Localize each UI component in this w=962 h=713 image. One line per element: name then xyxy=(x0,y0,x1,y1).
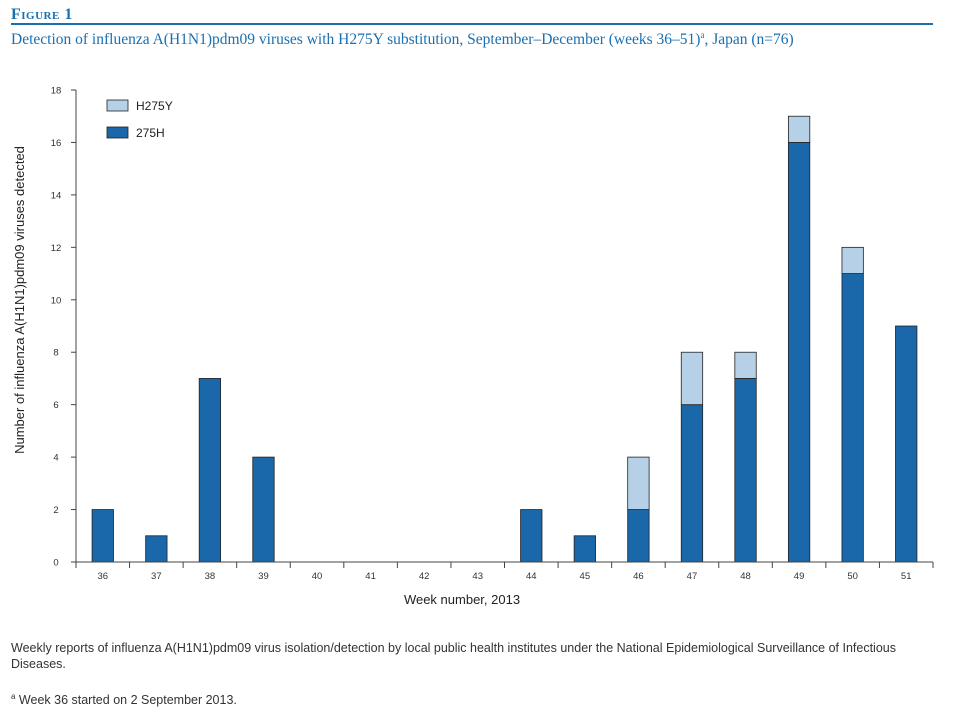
legend-label-h275y: H275Y xyxy=(136,99,173,113)
y-axis-label: Number of influenza A(H1N1)pdm09 viruses… xyxy=(12,146,27,454)
legend-swatch-275h xyxy=(106,126,129,139)
x-tick-label: 36 xyxy=(97,571,108,582)
y-tick-label: 8 xyxy=(53,348,58,359)
footnote-text: Week 36 started on 2 September 2013. xyxy=(15,693,237,708)
figure-title-footnote-mark: a xyxy=(700,30,705,40)
bar-275h-week-46 xyxy=(627,509,650,563)
legend-group: H275Y 275H xyxy=(106,99,173,140)
legend-swatch-h275y xyxy=(106,99,129,112)
y-tick-label: 4 xyxy=(53,453,58,464)
bar-275h-week-39 xyxy=(252,456,275,563)
y-tick-label: 6 xyxy=(53,400,58,411)
x-tick-label: 41 xyxy=(365,571,376,582)
chart-note: Weekly reports of influenza A(H1N1)pdm09… xyxy=(11,641,896,672)
bar-h275y-week-48 xyxy=(734,351,757,379)
x-tick-label: 40 xyxy=(312,571,323,582)
x-tick-label: 42 xyxy=(419,571,430,582)
bar-275h-week-51 xyxy=(895,325,918,563)
bar-h275y-week-49 xyxy=(787,115,811,143)
bar-275h-week-37 xyxy=(145,535,168,563)
x-axis-label: Week number, 2013 xyxy=(404,592,520,607)
x-tick-label: 37 xyxy=(151,571,162,582)
y-tick-label: 2 xyxy=(53,505,58,516)
x-tick-label: 44 xyxy=(526,571,537,582)
bar-275h-week-36 xyxy=(91,509,114,563)
x-tick-label: 39 xyxy=(258,571,269,582)
y-tick-label: 14 xyxy=(51,190,62,201)
bar-275h-week-45 xyxy=(573,535,596,563)
y-tick-label: 12 xyxy=(51,243,62,254)
x-tick-label: 46 xyxy=(633,571,644,582)
x-tick-label: 47 xyxy=(687,571,698,582)
footnote: a Week 36 started on 2 September 2013. xyxy=(11,692,237,707)
header-rule xyxy=(11,23,933,25)
x-tick-label: 43 xyxy=(472,571,483,582)
x-tick-label: 38 xyxy=(205,571,216,582)
x-tick-label: 51 xyxy=(901,571,912,582)
x-tick-label: 49 xyxy=(794,571,805,582)
y-tick-label: 18 xyxy=(51,86,62,97)
bar-275h-week-38 xyxy=(198,378,222,563)
bar-275h-week-48 xyxy=(734,378,757,563)
figure-title: Detection of influenza A(H1N1)pdm09 viru… xyxy=(11,30,794,49)
legend-label-275h: 275H xyxy=(136,126,165,140)
footnote-mark: a xyxy=(11,692,16,701)
bar-275h-week-50 xyxy=(841,273,864,563)
x-tick-label: 45 xyxy=(580,571,591,582)
bar-h275y-week-47 xyxy=(680,351,704,406)
y-tick-label: 16 xyxy=(51,138,62,149)
figure-title-main: Detection of influenza A(H1N1)pdm09 viru… xyxy=(11,31,701,49)
bar-h275y-week-50 xyxy=(841,246,864,274)
x-tick-label: 48 xyxy=(740,571,751,582)
bar-275h-week-44 xyxy=(520,509,543,563)
bar-h275y-week-46 xyxy=(627,456,650,510)
figure-title-tail: , Japan (n=76) xyxy=(704,31,794,49)
bars-group xyxy=(91,115,918,563)
x-tick-label: 50 xyxy=(847,571,858,582)
figure-label: Figure 1 xyxy=(11,6,73,23)
bar-275h-week-47 xyxy=(680,404,704,563)
y-tick-label: 0 xyxy=(53,558,58,569)
y-tick-label: 10 xyxy=(51,295,62,306)
bar-275h-week-49 xyxy=(787,142,811,563)
